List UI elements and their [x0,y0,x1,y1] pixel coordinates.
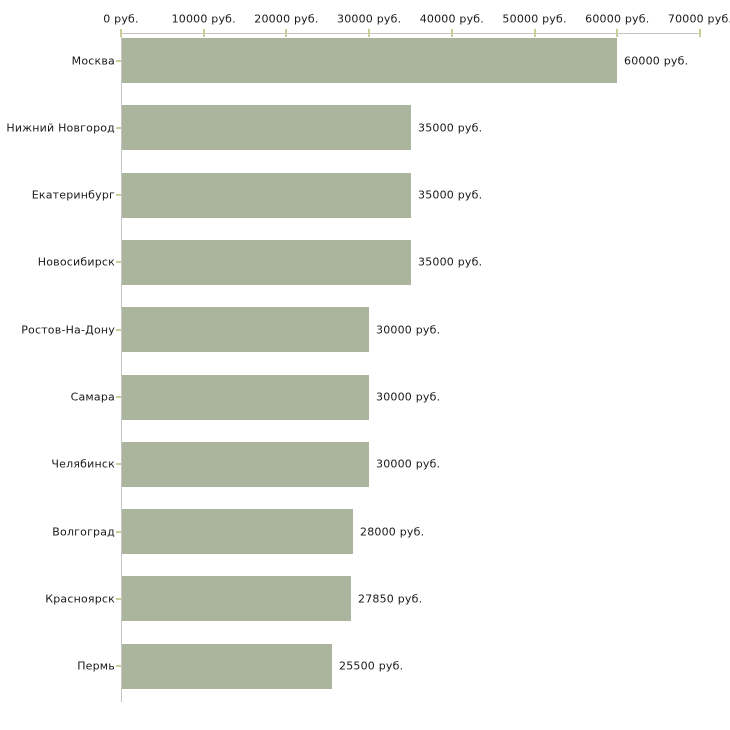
y-axis-line [121,33,122,702]
y-axis-tick [116,126,121,129]
category-label: Екатеринбург [31,188,115,202]
value-label: 35000 руб. [418,255,483,269]
category-label: Новосибирск [37,255,115,269]
y-axis-tick [116,194,121,197]
x-axis-tick-label: 10000 руб. [171,12,236,26]
x-axis-line [121,33,700,34]
bar [122,307,369,353]
bar [122,643,332,689]
value-label: 27850 руб. [358,592,423,606]
x-axis-tick-label: 20000 руб. [254,12,319,26]
x-axis-tick-label: 70000 руб. [667,12,730,26]
x-axis-tick [368,29,371,37]
category-label: Ростов-На-Дону [21,323,115,337]
bar [122,239,411,285]
x-axis-tick [285,29,288,37]
y-axis-tick [116,597,121,600]
bar [122,576,351,622]
value-label: 30000 руб. [376,457,441,471]
bar [122,509,353,555]
value-label: 60000 руб. [624,54,689,67]
x-axis-tick [699,29,701,37]
category-label: Москва [71,54,115,67]
bar [122,441,369,487]
y-axis-tick [116,530,121,533]
category-label: Пермь [77,659,115,673]
value-label: 35000 руб. [418,121,483,135]
category-label: Нижний Новгород [6,121,115,135]
category-label: Самара [70,390,115,404]
value-label: 25500 руб. [339,659,404,673]
y-axis-tick [116,665,121,668]
bar [122,105,411,151]
y-axis-tick [116,328,121,331]
category-label: Челябинск [51,457,115,471]
x-axis-tick [616,29,619,37]
y-axis-tick [116,396,121,398]
value-label: 35000 руб. [418,188,483,202]
y-axis-tick [116,59,121,62]
x-axis-tick-label: 40000 руб. [419,12,484,26]
bar [122,38,617,83]
x-axis-tick [450,29,453,37]
x-axis-tick [202,29,205,37]
bar [122,374,369,420]
x-axis-tick [533,29,536,37]
value-label: 30000 руб. [376,390,441,404]
x-axis-tick-label: 30000 руб. [337,12,402,26]
x-axis-tick [120,29,122,37]
category-label: Волгоград [52,525,115,539]
x-axis-tick-label: 60000 руб. [585,12,650,26]
x-axis-tick-label: 50000 руб. [502,12,567,26]
category-label: Красноярск [45,592,115,606]
bar [122,172,411,218]
value-label: 30000 руб. [376,323,441,337]
y-axis-tick [116,261,121,264]
value-label: 28000 руб. [360,525,425,539]
x-axis-tick-label: 0 руб. [103,12,139,26]
y-axis-tick [116,463,121,466]
